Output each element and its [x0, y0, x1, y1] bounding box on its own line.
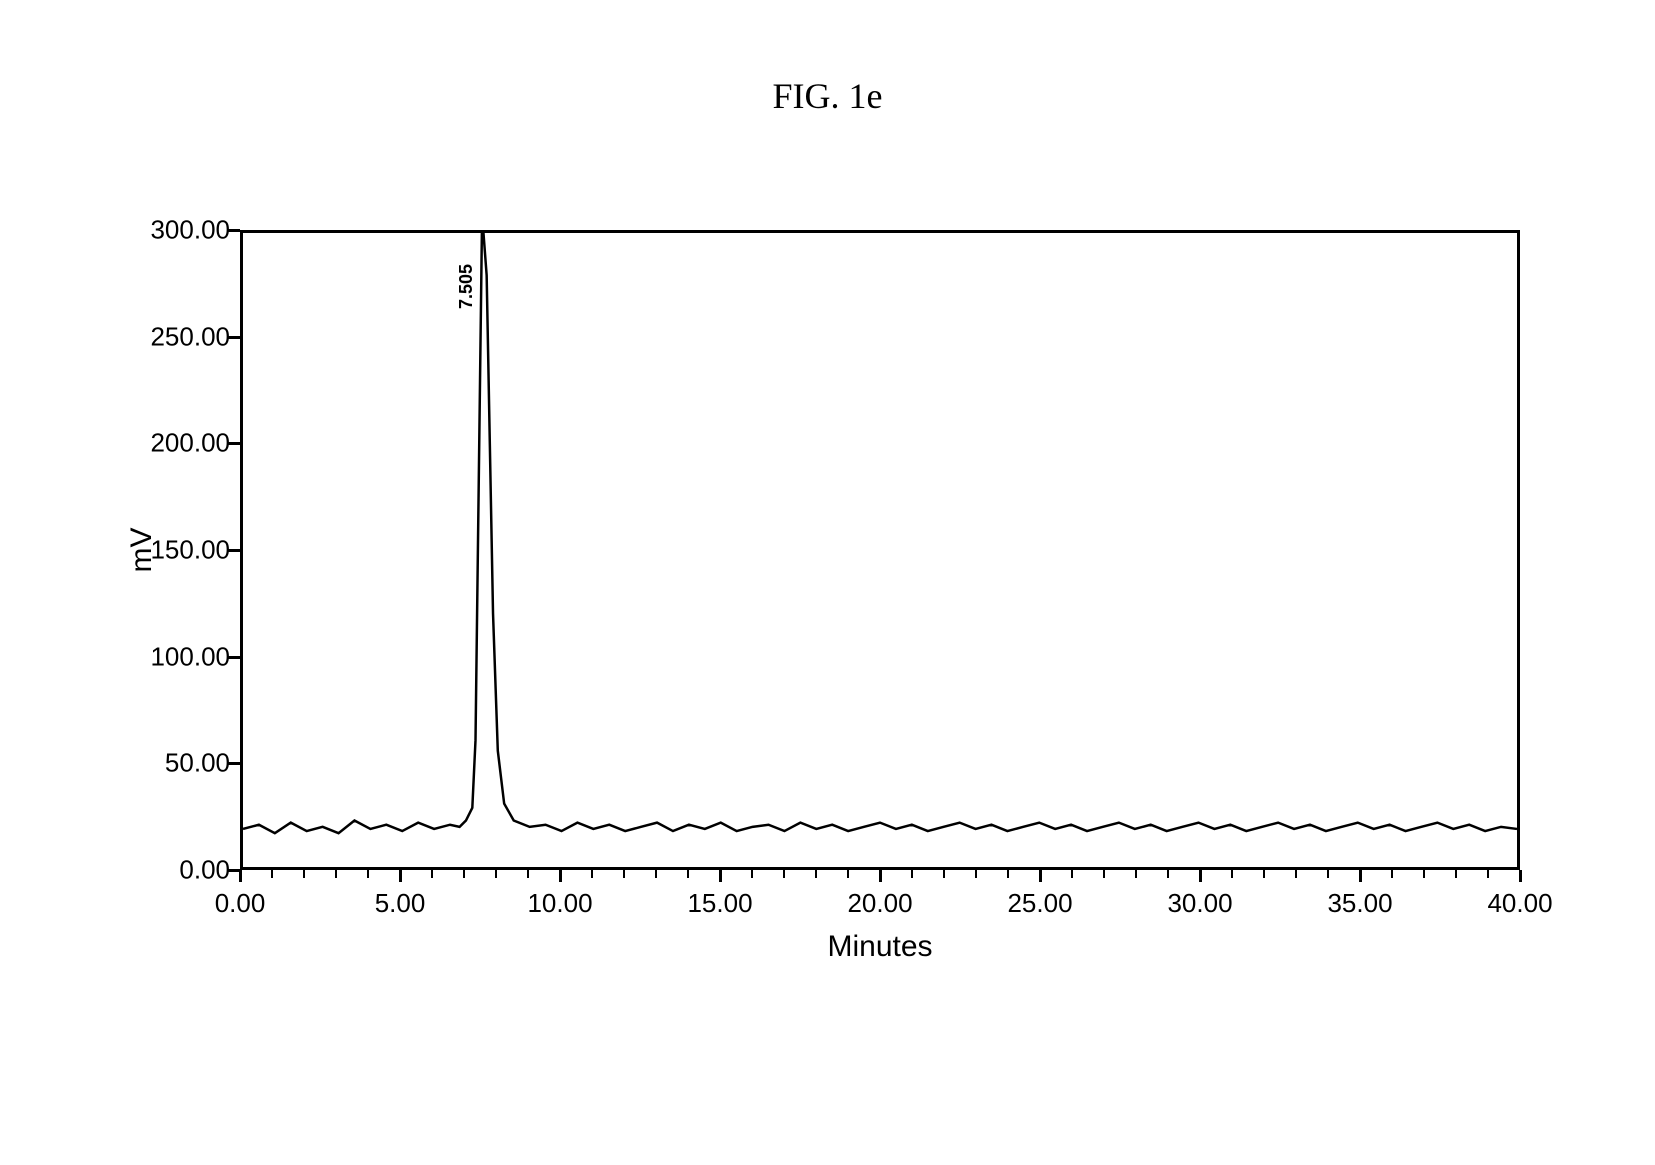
- plot-area: 7.505: [240, 230, 1520, 870]
- x-tick-label: 25.00: [1007, 888, 1072, 919]
- x-minor-tick-mark: [1167, 870, 1169, 878]
- x-minor-tick-mark: [687, 870, 689, 878]
- peak-retention-label: 7.505: [456, 264, 477, 309]
- x-minor-tick-mark: [1391, 870, 1393, 878]
- x-minor-tick-mark: [783, 870, 785, 878]
- x-tick-mark: [239, 870, 242, 882]
- x-minor-tick-mark: [1487, 870, 1489, 878]
- y-tick-mark: [228, 336, 240, 339]
- x-tick-label: 0.00: [215, 888, 266, 919]
- x-minor-tick-mark: [1263, 870, 1265, 878]
- y-tick-mark: [228, 229, 240, 232]
- x-minor-tick-mark: [591, 870, 593, 878]
- x-minor-tick-mark: [815, 870, 817, 878]
- chromatogram-chart: mV Minutes 0.0050.00100.00150.00200.0025…: [90, 200, 1570, 1020]
- x-minor-tick-mark: [1071, 870, 1073, 878]
- x-tick-label: 30.00: [1167, 888, 1232, 919]
- x-tick-label: 20.00: [847, 888, 912, 919]
- x-minor-tick-mark: [431, 870, 433, 878]
- x-tick-label: 40.00: [1487, 888, 1552, 919]
- x-tick-label: 35.00: [1327, 888, 1392, 919]
- x-tick-label: 5.00: [375, 888, 426, 919]
- x-tick-label: 10.00: [527, 888, 592, 919]
- x-minor-tick-mark: [751, 870, 753, 878]
- x-axis-label: Minutes: [827, 930, 932, 964]
- y-tick-label: 100.00: [150, 641, 230, 672]
- x-tick-mark: [1359, 870, 1362, 882]
- x-tick-mark: [1039, 870, 1042, 882]
- x-minor-tick-mark: [1295, 870, 1297, 878]
- x-tick-mark: [719, 870, 722, 882]
- x-minor-tick-mark: [303, 870, 305, 878]
- x-tick-mark: [559, 870, 562, 882]
- y-tick-mark: [228, 549, 240, 552]
- x-tick-mark: [1519, 870, 1522, 882]
- x-minor-tick-mark: [1423, 870, 1425, 878]
- y-tick-mark: [228, 762, 240, 765]
- y-tick-mark: [228, 656, 240, 659]
- x-minor-tick-mark: [271, 870, 273, 878]
- x-tick-label: 15.00: [687, 888, 752, 919]
- x-tick-mark: [1199, 870, 1202, 882]
- x-minor-tick-mark: [1327, 870, 1329, 878]
- y-tick-mark: [228, 442, 240, 445]
- x-minor-tick-mark: [1455, 870, 1457, 878]
- y-tick-label: 50.00: [165, 748, 230, 779]
- x-minor-tick-mark: [911, 870, 913, 878]
- x-minor-tick-mark: [1103, 870, 1105, 878]
- x-minor-tick-mark: [1007, 870, 1009, 878]
- x-minor-tick-mark: [527, 870, 529, 878]
- x-minor-tick-mark: [1231, 870, 1233, 878]
- x-minor-tick-mark: [335, 870, 337, 878]
- x-tick-mark: [879, 870, 882, 882]
- x-minor-tick-mark: [943, 870, 945, 878]
- x-minor-tick-mark: [975, 870, 977, 878]
- y-tick-label: 200.00: [150, 428, 230, 459]
- x-minor-tick-mark: [463, 870, 465, 878]
- x-minor-tick-mark: [495, 870, 497, 878]
- y-tick-label: 250.00: [150, 321, 230, 352]
- y-tick-label: 300.00: [150, 215, 230, 246]
- x-minor-tick-mark: [623, 870, 625, 878]
- x-minor-tick-mark: [367, 870, 369, 878]
- y-tick-label: 0.00: [179, 855, 230, 886]
- y-tick-label: 150.00: [150, 535, 230, 566]
- figure-title: FIG. 1e: [773, 75, 883, 117]
- x-minor-tick-mark: [655, 870, 657, 878]
- x-tick-mark: [399, 870, 402, 882]
- x-minor-tick-mark: [1135, 870, 1137, 878]
- x-minor-tick-mark: [847, 870, 849, 878]
- chromatogram-trace: [243, 233, 1517, 867]
